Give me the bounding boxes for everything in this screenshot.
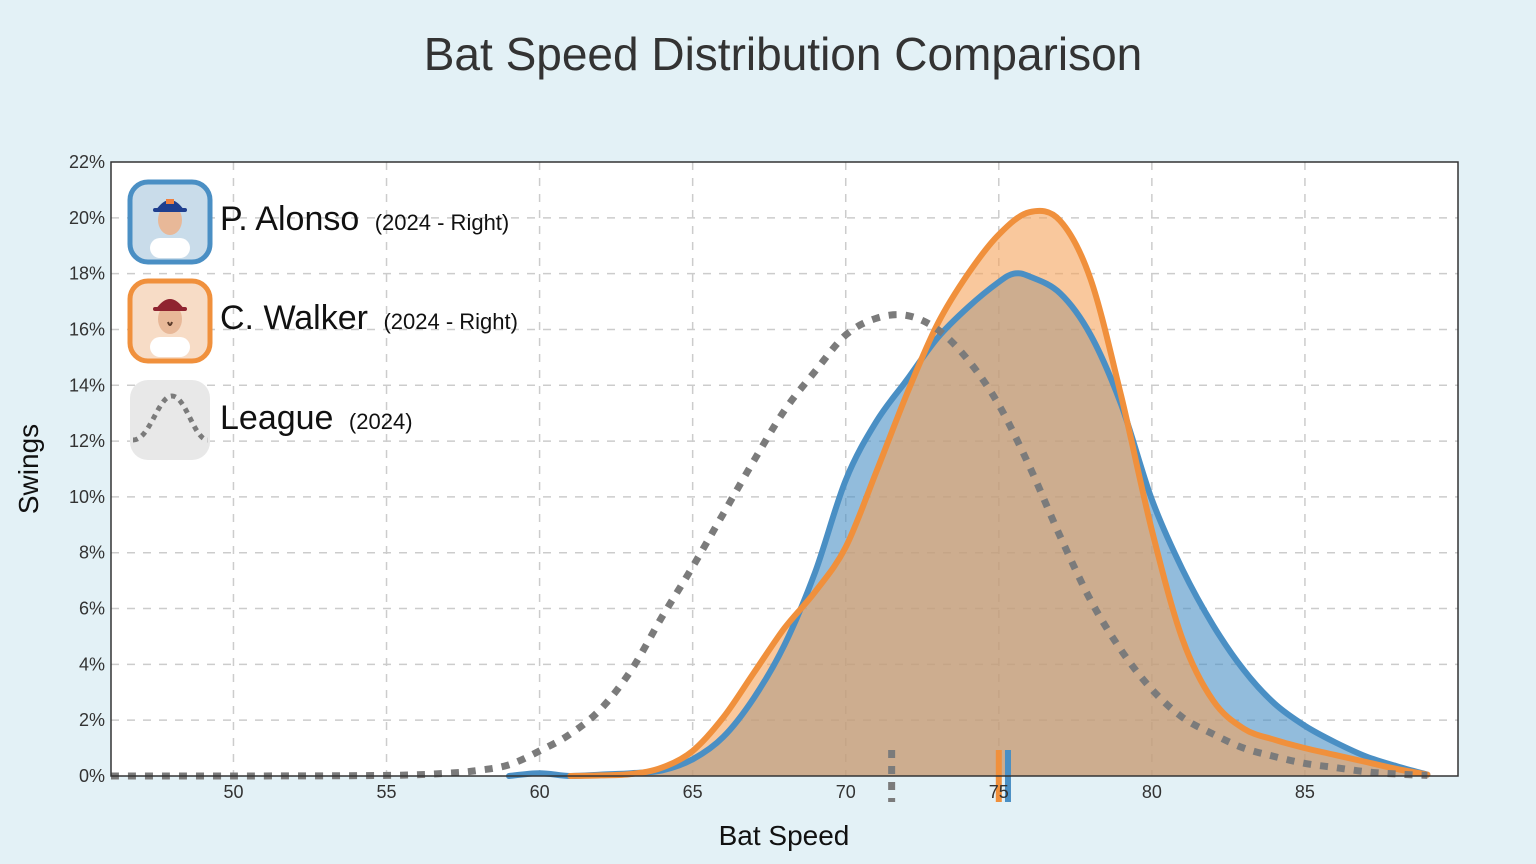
legend-name-league: League (2024) — [220, 399, 413, 437]
series-line-walker — [567, 207, 1431, 779]
x-tick-label: 75 — [989, 782, 1009, 802]
x-axis-label: Bat Speed — [719, 820, 850, 851]
y-tick-label: 10% — [69, 487, 105, 507]
x-tick-label: 65 — [683, 782, 703, 802]
x-tick-label: 50 — [223, 782, 243, 802]
legend-detail-league: (2024) — [349, 409, 413, 434]
plot-frame — [110, 161, 1459, 777]
legend-detail-alonso: (2024 - Right) — [375, 210, 510, 235]
player-headshot-icon — [150, 199, 190, 258]
player-headshot-icon — [150, 299, 190, 357]
legend-name-alonso: P. Alonso (2024 - Right) — [220, 200, 509, 238]
league-curve-icon — [132, 393, 209, 443]
y-tick-label: 6% — [79, 599, 105, 619]
legend-name-walker: C. Walker (2024 - Right) — [220, 299, 518, 337]
series-area-walker — [570, 210, 1428, 776]
legend-item-walker[interactable]: C. Walker (2024 - Right) — [127, 278, 518, 364]
legend-detail-walker: (2024 - Right) — [383, 309, 518, 334]
series-line-alonso — [506, 270, 1431, 779]
series-layer — [110, 207, 1431, 780]
x-tick-label: 80 — [1142, 782, 1162, 802]
y-tick-label: 20% — [69, 208, 105, 228]
legend: P. Alonso (2024 - Right) C. Walker (2024… — [127, 179, 518, 460]
tick-labels: 50 55 60 65 70 75 80 85 0% 2% 4% 6% 8% 10% 12% 14% 16% 18… — [69, 152, 1315, 802]
x-tick-label: 70 — [836, 782, 856, 802]
series-line-league — [110, 311, 1428, 780]
y-tick-label: 18% — [69, 264, 105, 284]
legend-item-league[interactable]: League (2024) — [130, 380, 413, 460]
legend-item-alonso[interactable]: P. Alonso (2024 - Right) — [127, 179, 509, 265]
y-tick-label: 16% — [69, 319, 105, 339]
x-tick-label: 85 — [1295, 782, 1315, 802]
chart-title: Bat Speed Distribution Comparison — [424, 28, 1142, 80]
y-tick-label: 4% — [79, 654, 105, 674]
y-tick-label: 22% — [69, 152, 105, 172]
y-tick-label: 14% — [69, 375, 105, 395]
y-tick-label: 12% — [69, 431, 105, 451]
y-axis-label: Swings — [13, 424, 44, 514]
y-tick-label: 2% — [79, 710, 105, 730]
y-tick-label: 0% — [79, 766, 105, 786]
league-avatar — [130, 380, 210, 460]
x-tick-label: 55 — [377, 782, 397, 802]
y-tick-label: 8% — [79, 543, 105, 563]
x-tick-label: 60 — [530, 782, 550, 802]
